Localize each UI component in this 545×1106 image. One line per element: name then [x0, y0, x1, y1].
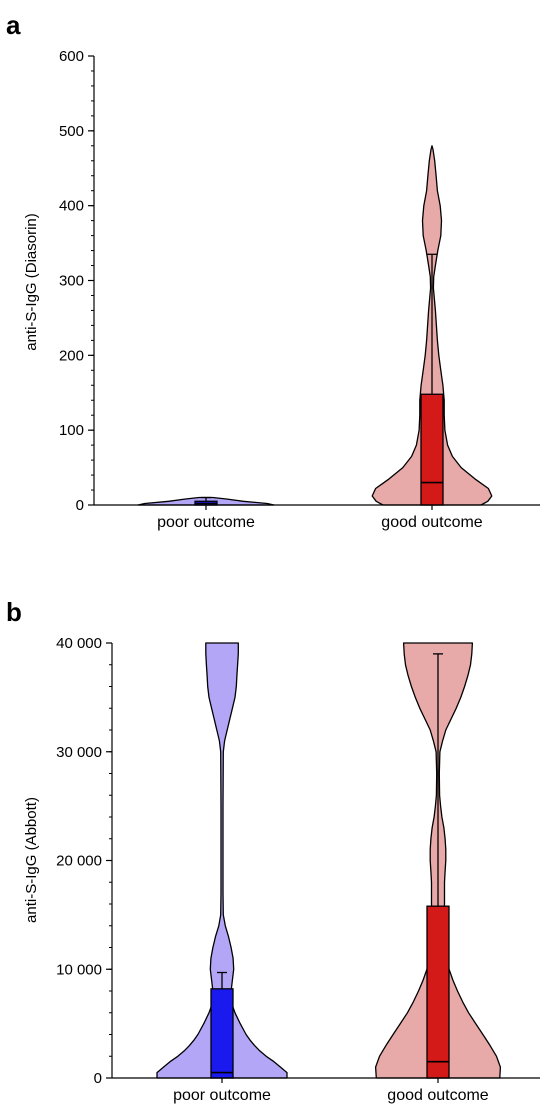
- y-axis-a: 0 100 200 300 400 500 600: [59, 48, 95, 514]
- y-tick-label: 600: [59, 48, 84, 65]
- y-tick-label: 400: [59, 198, 84, 215]
- y-tick-label: 40 000: [56, 635, 102, 652]
- x-category-label: good outcome: [387, 1087, 489, 1104]
- y-tick-label: 30 000: [56, 744, 102, 761]
- x-axis-a: poor outcome good outcome: [94, 504, 540, 531]
- x-category-label: poor outcome: [157, 514, 255, 531]
- box-good: [420, 393, 444, 506]
- violins-b: [156, 642, 502, 1079]
- y-tick-label: 500: [59, 123, 84, 140]
- box-good: [426, 905, 450, 1079]
- y-tick-label: 300: [59, 273, 84, 290]
- panel-label-b: b: [6, 597, 22, 627]
- y-tick-label: 0: [76, 497, 84, 514]
- x-category-label: poor outcome: [173, 1087, 271, 1104]
- y-axis-title-a: anti-S-IgG (Diasorin): [23, 213, 40, 351]
- x-category-label: good outcome: [381, 514, 483, 531]
- y-tick-label: 100: [59, 422, 84, 439]
- box-poor: [210, 988, 234, 1079]
- violins-a: [137, 145, 493, 506]
- panel-b: b anti-S-IgG (Abbott) 0 10 000 20 000 30 00…: [6, 597, 540, 1104]
- x-axis-b: poor outcome good outcome: [112, 1077, 540, 1104]
- y-tick-label: 0: [94, 1070, 102, 1087]
- y-tick-label: 10 000: [56, 961, 102, 978]
- y-tick-label: 20 000: [56, 853, 102, 870]
- y-axis-title-b: anti-S-IgG (Abbott): [23, 797, 40, 923]
- panel-a: a anti-S-IgG (Diasorin) 0 100 200 300 400 500…: [6, 10, 540, 531]
- y-tick-label: 200: [59, 347, 84, 364]
- y-axis-b: 0 10 000 20 000 30 000 40 000: [56, 635, 113, 1087]
- panel-label-a: a: [6, 10, 21, 40]
